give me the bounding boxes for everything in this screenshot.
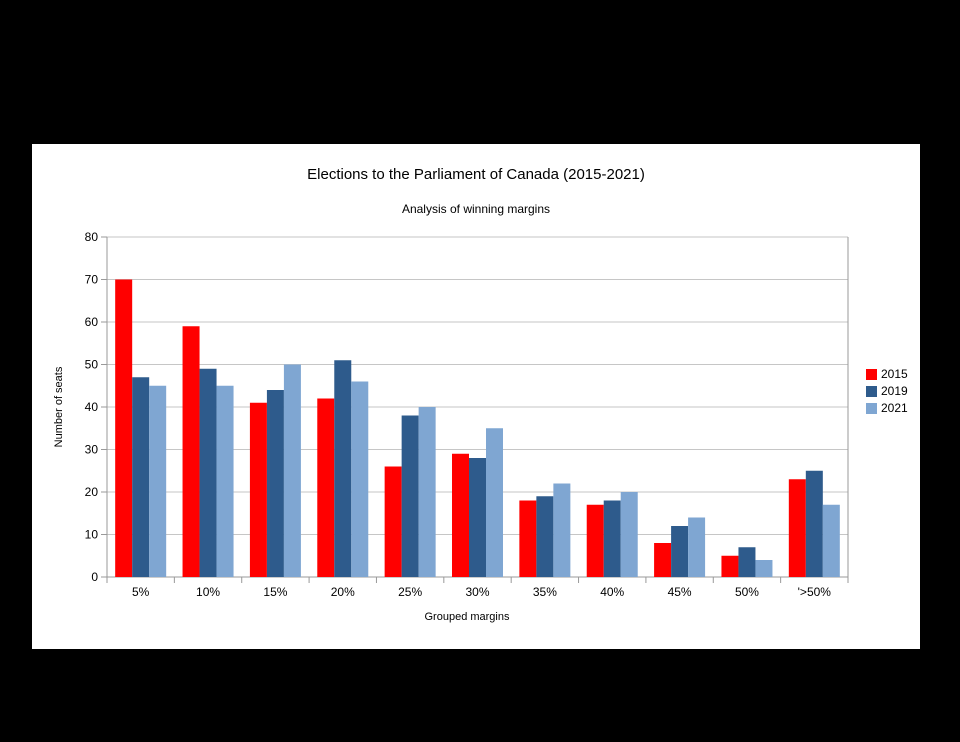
- bar-2021-40%: [620, 492, 638, 577]
- bar-2019-10%: [199, 368, 217, 577]
- bar-2019-35%: [536, 496, 554, 577]
- legend-item-2019: 2019: [866, 385, 908, 397]
- bar-2021-25%: [418, 407, 436, 577]
- bar-2019-'>50%: [805, 470, 823, 577]
- x-tick-label: 10%: [196, 585, 220, 599]
- bar-2019-5%: [132, 377, 150, 577]
- bar-2019-15%: [266, 390, 284, 577]
- x-axis-title: Grouped margins: [424, 611, 510, 623]
- y-tick-label: 10: [85, 528, 99, 542]
- legend-label: 2015: [881, 367, 908, 381]
- bar-2015-'>50%: [788, 479, 806, 577]
- y-tick-label: 60: [85, 315, 99, 329]
- legend-swatch-2015: [866, 368, 877, 380]
- y-tick-label: 0: [91, 570, 98, 584]
- bar-2021-15%: [283, 364, 301, 577]
- bar-2015-30%: [452, 453, 469, 577]
- bar-2015-20%: [317, 398, 335, 577]
- x-tick-label: 35%: [533, 585, 557, 599]
- bar-2021-50%: [755, 560, 773, 577]
- chart-legend: 2015 2019 2021: [866, 368, 908, 414]
- legend-swatch-2019: [866, 385, 877, 397]
- bar-2015-40%: [586, 504, 604, 577]
- y-axis-title: Number of seats: [53, 366, 65, 448]
- chart-title: Elections to the Parliament of Canada (2…: [307, 166, 645, 183]
- bar-2019-30%: [469, 458, 486, 577]
- y-tick-label: 30: [85, 443, 99, 457]
- bar-2019-40%: [603, 500, 621, 577]
- legend-item-2021: 2021: [866, 402, 908, 414]
- legend-swatch-2021: [866, 402, 877, 414]
- bar-2015-5%: [115, 279, 133, 577]
- y-tick-label: 20: [85, 485, 99, 499]
- bar-2021-5%: [149, 385, 167, 577]
- bar-2019-45%: [671, 526, 689, 577]
- y-tick-label: 80: [85, 230, 99, 244]
- bar-2015-35%: [519, 500, 537, 577]
- chart-panel: Elections to the Parliament of Canada (2…: [32, 144, 920, 649]
- x-tick-label: 25%: [398, 585, 422, 599]
- legend-label: 2021: [881, 401, 908, 415]
- bar-2015-10%: [182, 326, 200, 577]
- bar-2019-20%: [334, 360, 352, 577]
- x-tick-label: '>50%: [798, 585, 832, 599]
- bar-2015-50%: [721, 555, 739, 577]
- bar-2021-10%: [216, 385, 234, 577]
- y-tick-label: 50: [85, 358, 99, 372]
- x-tick-label: 30%: [465, 585, 489, 599]
- y-tick-label: 70: [85, 273, 99, 287]
- x-tick-label: 45%: [668, 585, 692, 599]
- bar-2019-50%: [738, 547, 756, 577]
- bar-2021-20%: [351, 381, 369, 577]
- bar-2021-35%: [553, 483, 571, 577]
- legend-item-2015: 2015: [866, 368, 908, 380]
- bar-2021-45%: [688, 517, 706, 577]
- x-tick-label: 40%: [600, 585, 624, 599]
- bar-2015-45%: [654, 543, 672, 577]
- x-tick-label: 15%: [263, 585, 287, 599]
- chart-subtitle: Analysis of winning margins: [401, 202, 551, 216]
- legend-label: 2019: [881, 384, 908, 398]
- bar-2021-'>50%: [822, 504, 840, 577]
- bar-2021-30%: [486, 428, 503, 577]
- bar-2015-15%: [249, 402, 267, 577]
- x-tick-label: 50%: [735, 585, 759, 599]
- y-tick-label: 40: [85, 400, 99, 414]
- x-tick-label: 5%: [132, 585, 150, 599]
- bar-2015-25%: [384, 466, 402, 577]
- x-tick-label: 20%: [331, 585, 355, 599]
- bar-chart-plot: 0 10 20 30 40 50 60 70 80 5% 10% 15% 20% 25% 30% 35% 40%…: [85, 230, 849, 599]
- bar-2019-25%: [401, 415, 419, 577]
